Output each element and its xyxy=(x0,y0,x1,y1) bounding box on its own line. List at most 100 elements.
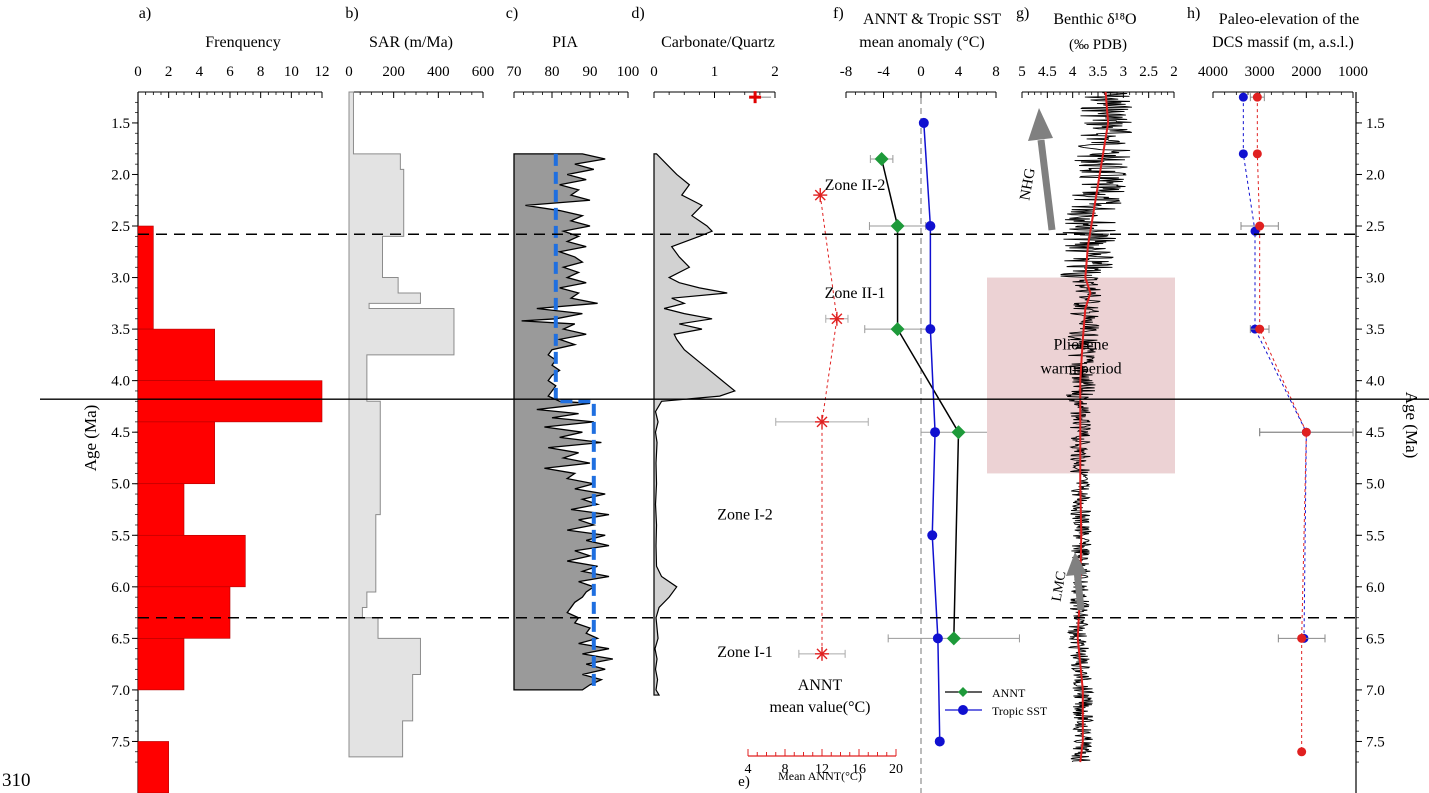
lmc-arrow xyxy=(1073,569,1085,611)
pia-area xyxy=(513,153,613,691)
tropic-sst-marker xyxy=(925,324,936,335)
annt-diamond-marker xyxy=(951,425,966,440)
zone-label: Zone II-1 xyxy=(825,285,886,302)
legend-annt-label: ANNT xyxy=(992,686,1026,700)
panel-e-title-line1: ANNT xyxy=(798,677,843,694)
nhg-label: NHG xyxy=(1017,167,1038,202)
panel-h-tick-label: 4000 xyxy=(1198,64,1228,80)
zone-label: Zone I-1 xyxy=(717,644,773,661)
panel-a-tick-label: 6 xyxy=(226,64,234,80)
left-age-tick-label: 2.5 xyxy=(111,219,130,235)
panel-h-label: h) xyxy=(1187,5,1200,22)
right-age-tick-label: 2.0 xyxy=(1366,167,1385,183)
panel-e-tick-label: 16 xyxy=(852,762,866,777)
right-age-tick-label: 6.0 xyxy=(1366,580,1385,596)
right-age-axis-title: Age (Ma) xyxy=(1402,392,1421,459)
left-age-tick-label: 5.0 xyxy=(111,477,130,493)
nhg-arrowhead xyxy=(1028,108,1053,141)
left-age-axis-title: Age (Ma) xyxy=(81,405,100,472)
panel-d-tick-label: 1 xyxy=(711,64,719,80)
elevation-red-marker xyxy=(1255,324,1265,334)
panel-b-tick-label: 600 xyxy=(472,64,495,80)
left-age-tick-label: 1.5 xyxy=(111,116,130,132)
annt-diamond-marker xyxy=(890,322,905,337)
right-age-tick-label: 3.5 xyxy=(1366,322,1385,338)
frequency-bar xyxy=(137,638,185,691)
right-age-tick-label: 1.5 xyxy=(1366,116,1385,132)
legend-annt-marker xyxy=(958,687,968,697)
panel-a-title: Frenquency xyxy=(205,34,281,51)
right-age-tick-label: 3.0 xyxy=(1366,271,1385,287)
panel-g-tick-label: 2.5 xyxy=(1139,64,1158,80)
panel-a-tick-label: 8 xyxy=(257,64,265,80)
page-number: 310 xyxy=(2,770,31,791)
right-age-tick-label: 7.0 xyxy=(1366,683,1385,699)
panel-a-tick-label: 12 xyxy=(315,64,330,80)
panel-g-tick-label: 3.5 xyxy=(1089,64,1108,80)
panel-d-title: Carbonate/Quartz xyxy=(661,34,775,51)
carbonate-quartz-area xyxy=(653,153,737,696)
right-age-tick-label: 4.0 xyxy=(1366,374,1385,390)
frequency-bar xyxy=(137,421,215,485)
panel-a-tick-label: 10 xyxy=(284,64,299,80)
panel-e-tick-label: 8 xyxy=(782,762,789,777)
panel-f-tick-label: 0 xyxy=(917,64,925,80)
right-age-tick-label: 2.5 xyxy=(1366,219,1385,235)
frequency-bar xyxy=(137,380,323,423)
panel-b-label: b) xyxy=(345,5,358,22)
annt-mean-star-marker xyxy=(831,313,843,325)
panel-b-tick-label: 400 xyxy=(427,64,450,80)
panel-e-axis-label: Mean ANNT(°C) xyxy=(778,769,862,783)
left-age-tick-label: 3.5 xyxy=(111,322,130,338)
tropic-sst-marker xyxy=(918,117,929,128)
tropic-sst-marker xyxy=(927,530,938,541)
zone-label: Zone II-2 xyxy=(825,177,886,194)
lmc-arrowhead xyxy=(1066,552,1087,576)
frequency-bar xyxy=(137,534,246,588)
tropic-sst-marker xyxy=(934,736,945,747)
right-age-tick-label: 5.5 xyxy=(1366,528,1385,544)
panel-g-title: Benthic δ¹⁸O xyxy=(1053,11,1136,28)
panel-g-subtitle: (‰ PDB) xyxy=(1069,37,1127,53)
right-age-tick-label: 5.0 xyxy=(1366,477,1385,493)
panel-e-tick-label: 20 xyxy=(889,762,903,777)
benthic-d18o-raw-line xyxy=(1060,91,1132,763)
panel-f-title-line2: mean anomaly (°C) xyxy=(859,34,984,51)
panel-g-tick-label: 3 xyxy=(1120,64,1128,80)
tropic-sst-marker xyxy=(932,633,943,644)
panel-g-tick-label: 4.5 xyxy=(1038,64,1057,80)
panel-e-tick-label: 12 xyxy=(815,762,829,777)
right-age-tick-label: 4.5 xyxy=(1366,425,1385,441)
annt-diamond-marker xyxy=(874,152,889,167)
left-age-tick-label: 2.0 xyxy=(111,167,130,183)
panel-h-tick-label: 2000 xyxy=(1291,64,1321,80)
panel-b-tick-label: 200 xyxy=(382,64,405,80)
annt-mean-star-marker xyxy=(816,416,828,428)
elevation-red-marker xyxy=(1297,633,1307,643)
elevation-blue-marker xyxy=(1238,149,1248,159)
panel-g-tick-label: 2 xyxy=(1170,64,1178,80)
panel-c-label: c) xyxy=(506,5,518,22)
panel-c-tick-label: 70 xyxy=(507,64,522,80)
benthic-d18o-smooth-line xyxy=(1076,91,1110,763)
left-age-tick-label: 3.0 xyxy=(111,271,130,287)
panel-a-tick-label: 4 xyxy=(196,64,204,80)
frequency-bar xyxy=(137,586,231,639)
annt-diamond-marker xyxy=(890,219,905,234)
panel-d-tick-label: 2 xyxy=(771,64,779,80)
right-age-tick-label: 6.5 xyxy=(1366,631,1385,647)
panel-c-tick-label: 80 xyxy=(545,64,560,80)
annt-diamond-marker xyxy=(946,631,961,646)
panel-h-tick-label: 1000 xyxy=(1338,64,1368,80)
elevation-red-marker xyxy=(1297,747,1307,757)
frequency-bar xyxy=(137,328,215,381)
panel-g-tick-label: 5 xyxy=(1018,64,1026,80)
panel-g-label: g) xyxy=(1016,5,1029,22)
elevation-blue-marker xyxy=(1238,92,1248,102)
left-age-tick-label: 7.0 xyxy=(111,683,130,699)
panel-a-label: a) xyxy=(139,5,151,22)
panel-d-tick-label: 0 xyxy=(650,64,658,80)
panel-e-label: e) xyxy=(738,774,750,790)
left-age-tick-label: 6.0 xyxy=(111,580,130,596)
